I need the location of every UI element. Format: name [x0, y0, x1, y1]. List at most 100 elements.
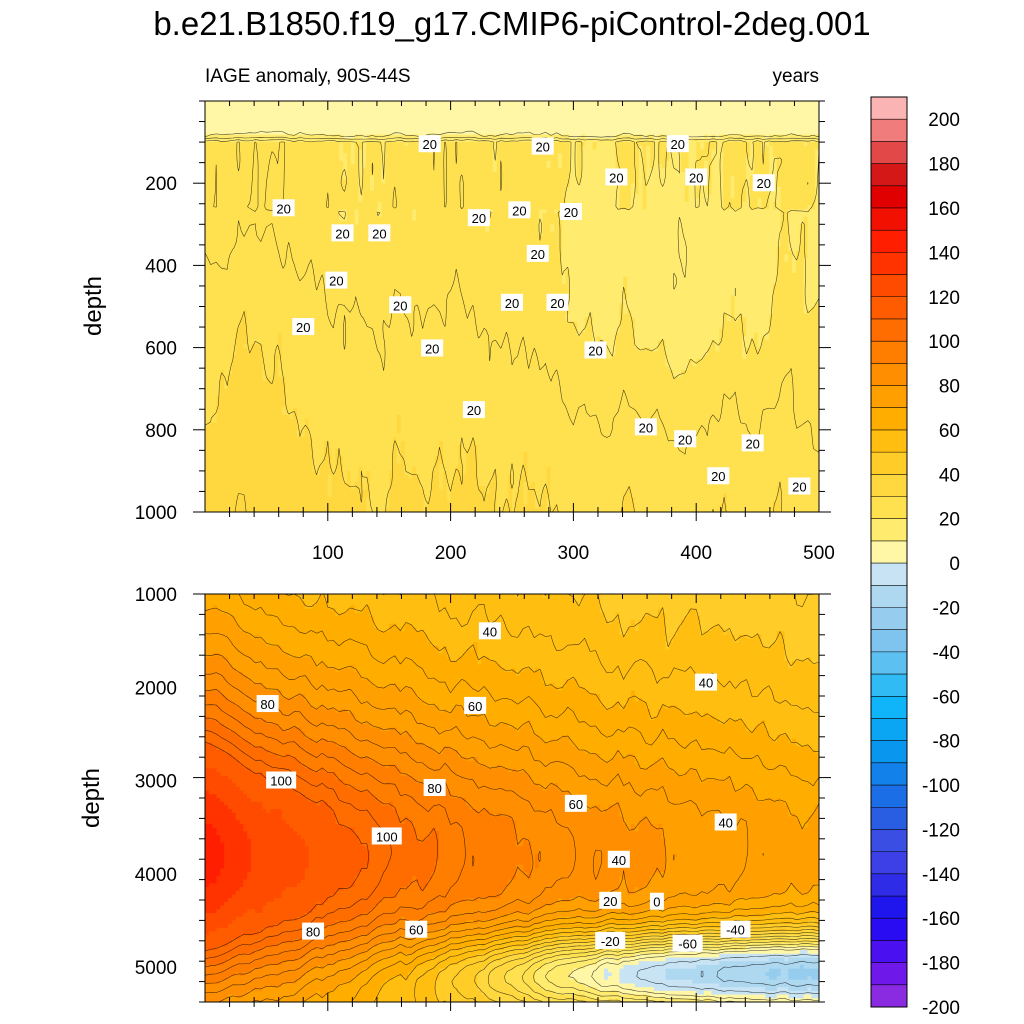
field-cell — [327, 489, 333, 494]
field-cell — [247, 321, 578, 326]
field-cell — [373, 175, 383, 180]
field-cell — [815, 201, 819, 207]
field-cell — [604, 616, 617, 621]
field-cell — [561, 209, 782, 214]
field-cell — [788, 228, 801, 233]
field-cell — [381, 898, 467, 903]
field-cell — [615, 616, 620, 621]
field-cell — [327, 738, 413, 743]
contour-label-text: 20 — [393, 298, 407, 313]
field-cell — [281, 961, 336, 966]
field-cell — [577, 205, 620, 210]
field-cell — [462, 705, 605, 710]
field-cell — [642, 347, 651, 352]
field-cell — [619, 990, 697, 996]
field-cell — [362, 608, 371, 614]
field-cell — [205, 690, 221, 695]
field-cell — [205, 879, 218, 884]
field-cell — [473, 712, 478, 717]
field-cell — [703, 779, 732, 784]
field-cell — [615, 347, 640, 352]
field-cell — [316, 470, 321, 476]
field-cell — [335, 452, 340, 457]
field-cell — [205, 168, 344, 173]
field-cell — [496, 474, 509, 479]
field-cell — [561, 228, 782, 233]
field-cell — [205, 786, 241, 792]
field-cell — [473, 645, 478, 651]
field-cell — [224, 842, 252, 847]
field-cell — [581, 164, 617, 169]
field-cell — [423, 887, 505, 892]
field-cell — [688, 612, 697, 617]
field-cell — [815, 175, 819, 180]
field-cell — [205, 183, 359, 188]
field-cell — [630, 183, 636, 188]
colorbar-cell — [871, 674, 907, 697]
field-cell — [653, 760, 666, 766]
field-cell — [638, 171, 643, 177]
field-cell — [504, 887, 620, 892]
field-cell — [205, 265, 563, 270]
field-cell — [630, 194, 643, 199]
field-cell — [408, 883, 421, 888]
field-cell — [746, 946, 819, 951]
field-cell — [546, 482, 551, 487]
field-cell — [431, 485, 440, 491]
field-cell — [711, 149, 724, 154]
field-cell — [600, 605, 819, 610]
field-cell — [458, 455, 463, 461]
field-cell — [377, 901, 455, 907]
field-cell — [205, 358, 233, 364]
field-cell — [776, 994, 789, 999]
field-cell — [527, 772, 678, 777]
field-cell — [346, 209, 356, 214]
field-cell — [811, 657, 819, 662]
field-cell — [707, 186, 713, 192]
field-cell — [634, 317, 724, 322]
field-cell — [442, 478, 448, 483]
field-cell — [339, 216, 348, 222]
field-cell — [216, 827, 244, 832]
field-cell — [416, 627, 620, 632]
field-cell — [700, 142, 705, 147]
field-cell — [627, 280, 778, 285]
field-cell — [642, 201, 647, 207]
field-cell — [370, 946, 425, 951]
field-cell — [343, 920, 398, 925]
field-cell — [807, 250, 819, 255]
field-cell — [573, 742, 797, 747]
field-cell — [297, 433, 306, 438]
field-cell — [799, 246, 808, 251]
contour-label-text: 20 — [425, 341, 439, 356]
field-cell — [803, 310, 808, 315]
field-cell — [696, 194, 701, 199]
field-cell — [795, 265, 805, 270]
field-cell — [205, 872, 221, 877]
field-cell — [343, 164, 348, 169]
field-cell — [205, 597, 302, 602]
field-cell — [235, 783, 290, 788]
field-cell — [569, 976, 605, 981]
field-cell — [753, 142, 762, 147]
field-cell — [561, 254, 778, 259]
field-cell — [205, 130, 819, 136]
field-cell — [205, 942, 229, 947]
field-cell — [742, 340, 751, 345]
field-cell — [569, 145, 578, 151]
field-cell — [623, 875, 651, 881]
field-cell — [205, 812, 237, 818]
field-cell — [346, 608, 356, 614]
y-tick-label: 400 — [145, 256, 177, 277]
field-cell — [281, 894, 333, 899]
field-cell — [711, 168, 724, 173]
field-cell — [304, 972, 359, 977]
field-cell — [262, 366, 275, 371]
field-cell — [323, 901, 379, 907]
field-cell — [247, 325, 578, 330]
field-cell — [297, 418, 306, 423]
field-cell — [297, 594, 321, 599]
field-cell — [370, 183, 375, 188]
field-cell — [473, 642, 478, 647]
field-cell — [719, 336, 743, 341]
